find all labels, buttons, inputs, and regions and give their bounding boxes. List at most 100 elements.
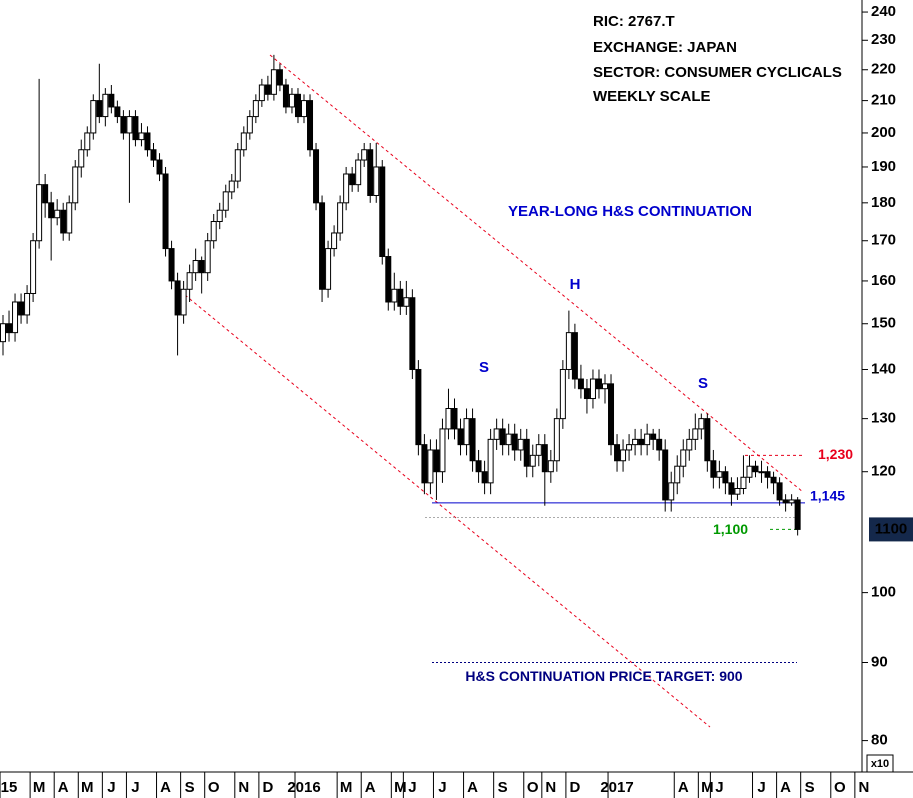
candle-body <box>668 482 675 501</box>
x-tick-label: S <box>805 779 815 796</box>
candle-body <box>716 471 723 478</box>
candle-body <box>788 499 795 504</box>
y-tick-label: 90 <box>871 653 888 670</box>
candle-body <box>54 209 61 219</box>
candle-body <box>517 438 524 451</box>
candle-body <box>553 418 560 462</box>
candle-body <box>78 149 85 168</box>
candle-body <box>240 132 247 151</box>
y-tick-label: 180 <box>871 194 896 211</box>
candle-body <box>433 449 440 473</box>
x-tick-label: S <box>498 779 508 796</box>
candle-body <box>216 209 223 223</box>
last-price-label: 1100 <box>875 520 908 537</box>
candle-body <box>385 256 392 303</box>
candle-body <box>686 438 693 451</box>
candle-body <box>174 280 181 316</box>
candle-body <box>162 173 169 250</box>
candle-body <box>565 332 572 370</box>
x-tick-label: N <box>238 779 249 796</box>
candle-body <box>602 383 608 390</box>
candle-body <box>6 323 13 334</box>
candle-body <box>608 383 615 446</box>
candle-body <box>493 428 500 440</box>
candle-body <box>72 166 79 204</box>
y-tick-label: 100 <box>871 584 896 601</box>
candle-body <box>589 378 596 400</box>
candle-body <box>331 232 338 250</box>
candle-body <box>222 191 229 211</box>
candle-body <box>355 159 362 186</box>
candle-body <box>42 184 49 204</box>
y-tick-label: 80 <box>871 732 888 749</box>
y-tick-label: 190 <box>871 158 896 175</box>
candle-body <box>120 116 127 134</box>
candle-body <box>90 100 97 134</box>
candle-body <box>349 173 356 186</box>
scale-label: x10 <box>871 758 889 770</box>
candle-body <box>186 272 193 290</box>
candle-body <box>276 69 283 86</box>
note: EXCHANGE: JAPAN <box>593 39 737 56</box>
shoulder-label: S <box>698 375 708 392</box>
candle-body <box>60 209 67 234</box>
candle-body <box>529 454 536 467</box>
candle-body <box>307 100 314 151</box>
candle-body <box>313 149 320 204</box>
candle-body <box>475 460 482 473</box>
x-tick-label: A <box>467 779 478 796</box>
candle-body <box>294 93 301 118</box>
channel-lower <box>184 294 711 728</box>
candle-body <box>764 471 771 478</box>
candle-body <box>794 499 801 530</box>
candle-body <box>782 499 789 504</box>
x-tick-label: O <box>834 779 846 796</box>
shoulder-label: S <box>479 359 489 376</box>
y-tick-label: 240 <box>871 3 896 20</box>
level-label: 1,230 <box>818 446 853 462</box>
candle-body <box>614 444 621 462</box>
x-tick-label: M <box>340 779 353 796</box>
candle-body <box>228 180 235 193</box>
candle-body <box>680 449 687 467</box>
x-tick-label: J <box>757 779 765 796</box>
x-tick-label: J <box>408 779 416 796</box>
y-tick-label: 150 <box>871 315 896 332</box>
x-tick-label: O <box>527 779 539 796</box>
candle-body <box>319 202 326 290</box>
y-tick-label: 140 <box>871 360 896 377</box>
candle-body <box>108 93 115 108</box>
candle-body <box>132 116 139 141</box>
note: SECTOR: CONSUMER CYCLICALS <box>593 64 842 81</box>
candle-body <box>48 202 55 219</box>
y-tick-label: 130 <box>871 410 896 427</box>
candle-body <box>457 428 464 446</box>
candle-body <box>198 260 205 274</box>
candle-body <box>620 449 627 462</box>
candle-body <box>204 240 211 274</box>
candle-body <box>343 173 350 204</box>
candle-body <box>234 149 241 182</box>
candle-body <box>379 166 386 258</box>
candle-body <box>740 476 747 490</box>
candle-body <box>650 433 657 440</box>
candle-body <box>30 240 37 294</box>
candle-body <box>258 84 265 102</box>
candle-body <box>36 184 43 242</box>
candle-body <box>24 292 31 316</box>
candle-body <box>535 444 542 456</box>
candle-body <box>758 471 765 474</box>
x-tick-label: M <box>81 779 94 796</box>
note: WEEKLY SCALE <box>593 88 711 105</box>
candle-body <box>18 301 25 316</box>
candle-body <box>246 116 253 134</box>
candle-body <box>84 132 91 151</box>
candle-body <box>0 323 6 343</box>
level-label: 1,145 <box>810 488 845 504</box>
x-tick-label: O <box>208 779 220 796</box>
candle-body <box>12 301 19 334</box>
head-label: H <box>570 276 581 293</box>
candle-body <box>421 444 428 484</box>
y-tick-label: 230 <box>871 31 896 48</box>
